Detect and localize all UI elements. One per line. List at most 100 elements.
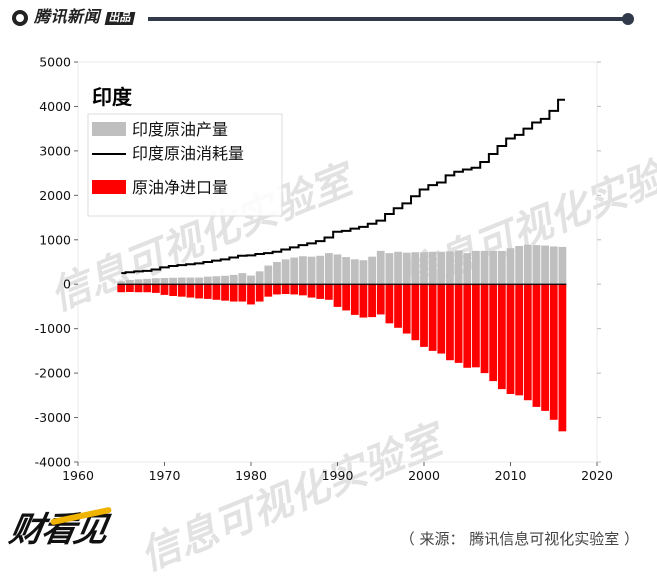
production-bar — [290, 257, 299, 285]
import-bar — [273, 284, 281, 295]
production-bar — [151, 278, 160, 285]
import-bar — [350, 284, 359, 315]
production-bar — [203, 276, 212, 285]
production-bar — [342, 257, 351, 285]
import-bar — [541, 284, 549, 411]
import-bar — [229, 284, 238, 302]
production-bar — [264, 265, 273, 285]
legend-label-consumption: 印度原油消耗量 — [132, 144, 244, 163]
production-bar — [247, 275, 255, 285]
y-tick-label: 5000 — [39, 55, 71, 70]
import-bar — [368, 284, 376, 318]
import-bar — [402, 284, 411, 334]
import-bar — [307, 284, 316, 298]
production-bar — [143, 278, 152, 285]
import-bar — [212, 284, 221, 300]
x-tick-label: 1960 — [62, 468, 94, 483]
production-bar — [523, 244, 532, 285]
production-bar — [480, 250, 489, 285]
y-tick-label: 4000 — [39, 99, 71, 114]
production-bar — [472, 250, 480, 285]
production-bar — [160, 278, 169, 285]
production-bar — [558, 246, 567, 285]
y-tick-label: -1000 — [35, 321, 71, 336]
import-bar — [134, 284, 143, 293]
production-bar — [255, 271, 264, 285]
production-bar — [238, 273, 247, 285]
production-bar — [541, 245, 549, 285]
production-bar — [359, 260, 368, 285]
import-bar — [299, 284, 307, 296]
y-tick-label: 3000 — [39, 143, 71, 158]
production-bar — [515, 246, 524, 285]
production-bar — [376, 250, 385, 285]
production-bar — [437, 251, 446, 285]
production-bar — [169, 277, 178, 285]
production-bars — [117, 244, 567, 285]
import-bar — [359, 284, 368, 318]
production-bar — [411, 252, 420, 285]
import-bar — [480, 284, 489, 374]
production-bar — [368, 256, 376, 285]
import-bar — [255, 284, 264, 302]
import-bar — [558, 284, 567, 432]
production-bar — [428, 251, 437, 285]
legend-swatch-imports — [92, 180, 126, 194]
production-bar — [273, 262, 281, 285]
source-note: （ 来源： 腾讯信息可视化实验室 ） — [399, 530, 639, 548]
import-bar — [195, 284, 203, 299]
import-bar — [264, 284, 273, 297]
axes: 1960 1970 1980 1990 2000 2010 2020 -4000 -3000 -2… — [35, 55, 613, 484]
legend-label-production: 印度原油产量 — [132, 120, 228, 139]
import-bar — [203, 284, 212, 299]
import-bar — [333, 284, 342, 307]
production-bar — [186, 277, 195, 285]
production-bar — [212, 276, 221, 285]
import-bar — [186, 284, 195, 298]
import-bar — [532, 284, 541, 407]
import-bars — [117, 284, 567, 432]
import-bar — [281, 284, 290, 294]
import-bar — [126, 284, 134, 292]
import-bar — [169, 284, 178, 296]
import-bar — [324, 284, 333, 300]
import-bar — [394, 284, 402, 328]
caikanjian-logo: 财看见 — [6, 505, 112, 555]
y-tick-label: 0 — [63, 277, 71, 292]
production-bar — [333, 254, 342, 285]
x-tick-label: 1970 — [149, 468, 181, 483]
header-divider — [148, 17, 630, 21]
production-bar — [117, 281, 126, 285]
production-bar — [126, 280, 134, 285]
tencent-news-logo-icon — [12, 10, 28, 26]
import-bar — [160, 284, 169, 295]
production-bar — [350, 259, 359, 285]
x-tick-label: 2000 — [408, 468, 440, 483]
import-bar — [506, 284, 515, 394]
production-bar — [549, 246, 558, 285]
import-bar — [420, 284, 428, 347]
y-tick-label: -3000 — [35, 410, 71, 425]
production-bar — [402, 252, 411, 285]
production-bar — [281, 259, 290, 285]
production-bar — [420, 252, 428, 285]
import-bar — [342, 284, 351, 311]
production-bar — [221, 275, 229, 285]
import-bar — [463, 284, 472, 368]
production-bar — [463, 253, 472, 285]
import-bar — [290, 284, 299, 295]
import-bar — [316, 284, 325, 299]
import-bar — [411, 284, 420, 341]
import-bar — [117, 284, 126, 293]
import-bar — [221, 284, 229, 301]
legend-label-imports: 原油净进口量 — [132, 178, 228, 197]
production-bar — [454, 250, 463, 285]
import-bar — [385, 284, 394, 324]
import-bar — [497, 284, 506, 390]
chart-title: 印度 — [92, 85, 133, 109]
production-bar — [497, 250, 506, 285]
production-bar — [316, 255, 325, 285]
production-bar — [134, 279, 143, 285]
production-bar — [446, 251, 454, 285]
